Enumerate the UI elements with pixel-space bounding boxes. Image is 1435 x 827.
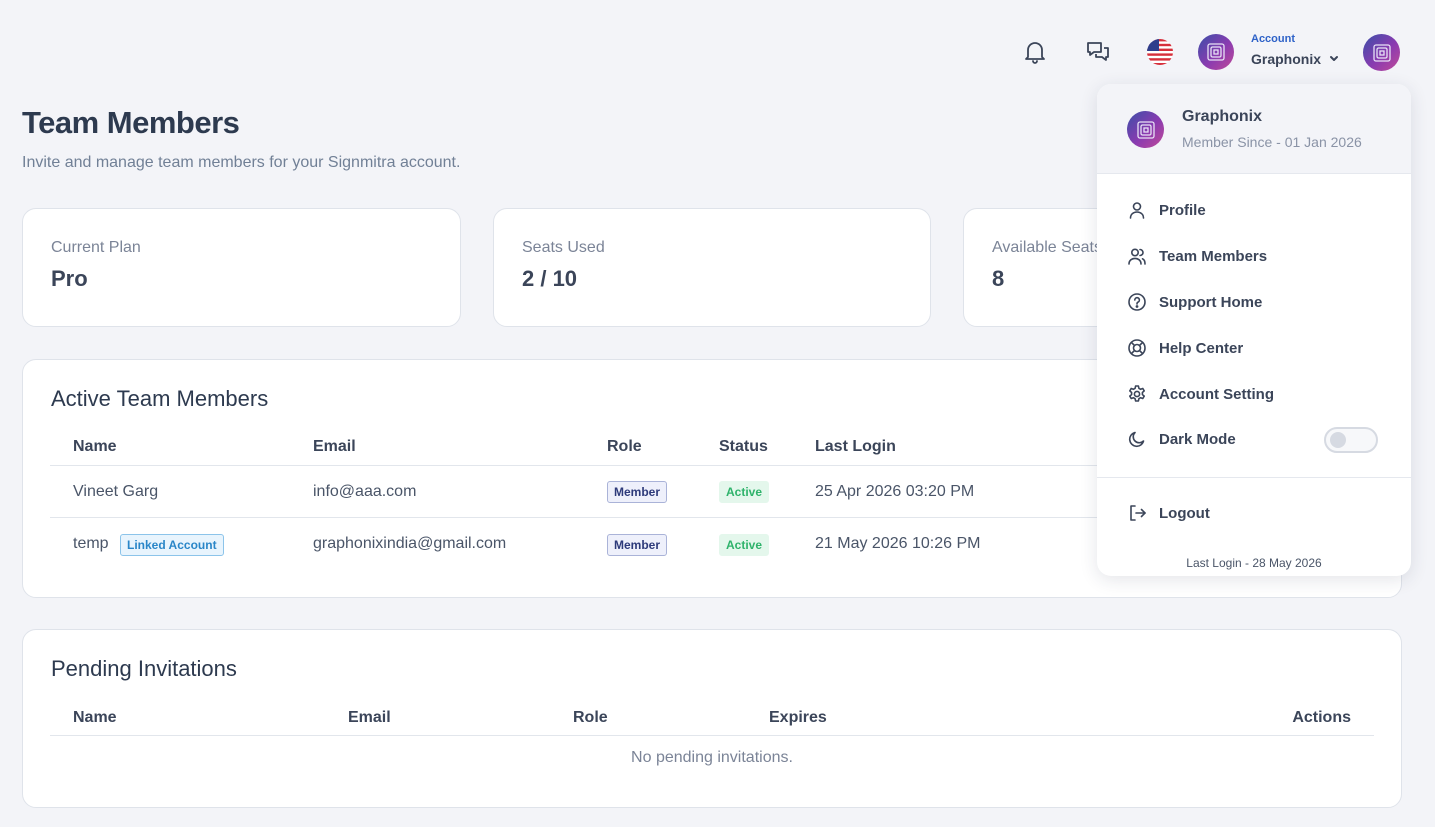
dropdown-header: Graphonix Member Since - 01 Jan 2026 — [1097, 84, 1411, 174]
column-header-last-login: Last Login — [815, 438, 896, 455]
stat-label: Seats Used — [522, 239, 605, 256]
member-last-login: 25 Apr 2026 03:20 PM — [815, 483, 975, 500]
divider — [1097, 477, 1411, 478]
user-icon — [1129, 202, 1145, 219]
chevron-down-icon — [1330, 56, 1339, 61]
menu-item-profile[interactable]: Profile — [1127, 195, 1387, 225]
divider — [50, 517, 1373, 518]
dark-mode-toggle[interactable] — [1324, 427, 1378, 453]
page-subtitle: Invite and manage team members for your … — [22, 154, 461, 171]
pending-invitations-panel: Pending Invitations Name Email Role Expi… — [22, 629, 1402, 808]
moon-icon — [1128, 431, 1145, 448]
status-badge: Active — [719, 534, 770, 556]
menu-item-label: Support Home — [1159, 293, 1263, 311]
dropdown-user-name: Graphonix — [1182, 108, 1263, 125]
account-name: Graphonix — [1251, 51, 1322, 67]
logout-label: Logout — [1159, 504, 1210, 522]
menu-item-label: Dark Mode — [1159, 430, 1236, 448]
menu-item-team-members[interactable]: Team Members — [1127, 241, 1387, 271]
menu-item-label: Team Members — [1159, 247, 1268, 265]
linked-account-badge: Linked Account — [120, 534, 224, 556]
column-header-email: Email — [313, 438, 356, 455]
logo-icon — [1136, 120, 1155, 139]
divider — [1097, 173, 1411, 174]
menu-item-dark-mode: Dark Mode — [1127, 424, 1387, 454]
member-email: graphonixindia@gmail.com — [313, 535, 507, 552]
stat-card-current-plan: Current Plan Pro — [22, 208, 461, 327]
account-dropdown-menu: Graphonix Member Since - 01 Jan 2026 Pro… — [1097, 84, 1411, 576]
member-name: temp — [73, 535, 109, 552]
bell-icon — [1025, 42, 1045, 64]
toggle-knob — [1330, 432, 1346, 448]
column-header-name: Name — [73, 709, 117, 726]
stat-label: Current Plan — [51, 239, 141, 256]
account-label: Account — [1251, 33, 1295, 45]
stat-value: 2 / 10 — [522, 266, 578, 291]
menu-item-label: Profile — [1159, 201, 1206, 219]
chat-icon — [1087, 42, 1109, 61]
gear-icon — [1129, 385, 1145, 402]
member-email: info@aaa.com — [313, 483, 417, 500]
account-menu-toggle[interactable]: Account Graphonix — [1251, 33, 1339, 67]
messages-button[interactable] — [1080, 34, 1116, 70]
stat-card-seats-used: Seats Used 2 / 10 — [493, 208, 931, 327]
stat-label: Available Seats — [992, 239, 1102, 256]
role-badge: Member — [607, 534, 668, 556]
column-header-name: Name — [73, 438, 117, 455]
logo-icon — [1207, 43, 1225, 61]
column-header-role: Role — [573, 709, 608, 726]
column-header-status: Status — [719, 438, 768, 455]
status-badge: Active — [719, 481, 770, 503]
column-header-role: Role — [607, 438, 642, 455]
notifications-button[interactable] — [1017, 34, 1053, 70]
us-flag-icon — [1147, 39, 1173, 65]
users-icon — [1128, 248, 1146, 265]
logo-icon — [1372, 43, 1391, 62]
page-title: Team Members — [22, 105, 240, 140]
role-badge: Member — [607, 481, 668, 503]
divider — [50, 465, 1373, 466]
panel-title: Active Team Members — [51, 386, 269, 411]
menu-item-help-center[interactable]: Help Center — [1127, 333, 1387, 363]
column-header-expires: Expires — [769, 709, 827, 726]
member-name: Vineet Garg — [73, 483, 159, 500]
stat-value: 8 — [992, 266, 1005, 291]
stat-value: Pro — [51, 266, 88, 291]
menu-item-label: Account Setting — [1159, 385, 1274, 403]
column-header-email: Email — [348, 709, 391, 726]
last-login-text: Last Login - 28 May 2026 — [1186, 556, 1322, 570]
question-circle-icon — [1128, 293, 1146, 311]
column-header-actions: Actions — [1292, 709, 1351, 726]
logout-icon — [1130, 505, 1146, 521]
menu-item-support-home[interactable]: Support Home — [1127, 287, 1387, 317]
member-since-text: Member Since - 01 Jan 2026 — [1182, 134, 1362, 150]
top-bar: Account Graphonix — [0, 0, 1435, 104]
avatar — [1127, 111, 1164, 148]
lifebuoy-icon — [1128, 339, 1146, 357]
profile-avatar[interactable] — [1363, 34, 1400, 71]
empty-state-text: No pending invitations. — [631, 749, 793, 766]
logout-button[interactable]: Logout — [1127, 498, 1387, 528]
language-selector[interactable] — [1142, 34, 1178, 70]
avatar[interactable] — [1198, 34, 1234, 70]
panel-title: Pending Invitations — [51, 656, 237, 681]
divider — [50, 735, 1374, 736]
menu-item-account-setting[interactable]: Account Setting — [1127, 379, 1387, 409]
menu-item-label: Help Center — [1159, 339, 1244, 357]
member-last-login: 21 May 2026 10:26 PM — [815, 535, 981, 552]
